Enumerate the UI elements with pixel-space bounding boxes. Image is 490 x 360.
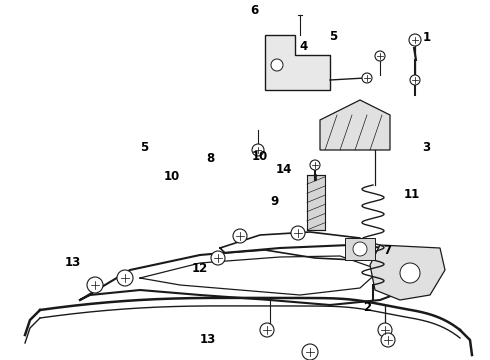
Circle shape (375, 51, 385, 61)
Circle shape (252, 144, 264, 156)
Circle shape (400, 263, 420, 283)
Bar (307, 175, 325, 230)
Circle shape (87, 277, 103, 293)
Text: 10: 10 (163, 170, 180, 183)
Text: 5: 5 (329, 30, 337, 42)
Circle shape (381, 333, 395, 347)
Circle shape (410, 75, 420, 85)
Text: 14: 14 (276, 163, 293, 176)
Circle shape (260, 323, 274, 337)
Bar (345, 238, 375, 260)
Text: 2: 2 (364, 301, 371, 314)
Circle shape (291, 226, 305, 240)
Text: 8: 8 (207, 152, 215, 165)
Text: 11: 11 (403, 188, 420, 201)
Circle shape (302, 344, 318, 360)
Circle shape (117, 270, 133, 286)
Text: 12: 12 (192, 262, 208, 275)
Text: 13: 13 (200, 333, 217, 346)
Circle shape (362, 73, 372, 83)
Circle shape (409, 34, 421, 46)
Circle shape (310, 160, 320, 170)
Circle shape (271, 59, 283, 71)
Text: 10: 10 (251, 150, 268, 163)
Polygon shape (320, 100, 390, 150)
Text: 9: 9 (270, 195, 278, 208)
Circle shape (378, 323, 392, 337)
Text: 3: 3 (422, 141, 430, 154)
Polygon shape (265, 35, 330, 90)
Polygon shape (370, 245, 445, 300)
Text: 5: 5 (141, 141, 148, 154)
Text: 7: 7 (383, 244, 391, 257)
Text: 13: 13 (64, 256, 81, 269)
Text: 6: 6 (251, 4, 259, 17)
Text: 4: 4 (300, 40, 308, 53)
Circle shape (233, 229, 247, 243)
Text: 1: 1 (422, 31, 430, 44)
Circle shape (211, 251, 225, 265)
Circle shape (353, 242, 367, 256)
